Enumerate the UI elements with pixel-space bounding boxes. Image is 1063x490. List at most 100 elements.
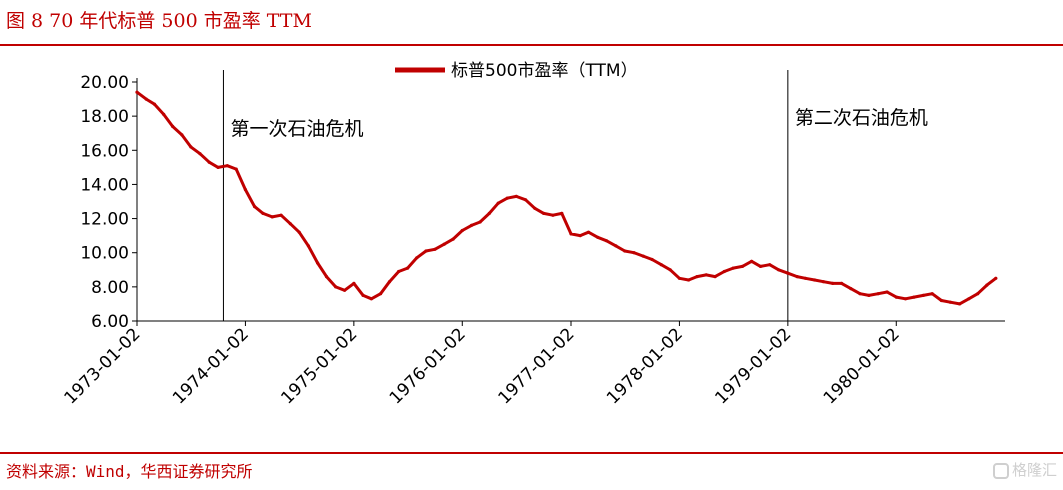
data-point — [578, 234, 582, 238]
data-point — [451, 237, 455, 241]
data-point — [750, 259, 754, 263]
data-point — [677, 276, 682, 280]
data-point — [713, 275, 717, 279]
data-point — [614, 244, 618, 248]
data-point — [478, 220, 482, 224]
data-point — [668, 268, 672, 272]
data-point — [171, 124, 175, 128]
data-point — [180, 133, 184, 137]
data-point — [876, 292, 880, 296]
data-point — [948, 300, 952, 304]
data-point — [605, 239, 609, 243]
y-tick-label: 12.00 — [80, 210, 129, 230]
y-tick-label: 16.00 — [80, 141, 129, 161]
data-point — [704, 273, 708, 277]
data-point — [225, 164, 229, 168]
data-point — [162, 112, 166, 116]
data-point — [397, 269, 401, 274]
source-rule — [0, 452, 1063, 454]
data-point — [189, 145, 193, 149]
data-point — [369, 297, 373, 301]
chart-legend: 标普500市盈率（TTM） — [395, 61, 638, 81]
data-point — [533, 206, 537, 210]
y-tick-label: 18.00 — [80, 107, 129, 127]
data-point — [415, 256, 419, 260]
data-point — [542, 211, 546, 215]
data-point — [253, 205, 257, 209]
data-point — [216, 165, 220, 169]
data-point — [803, 276, 808, 280]
data-point — [831, 281, 835, 285]
x-tick-label: 1979-01-02 — [711, 324, 795, 408]
data-point — [496, 201, 500, 205]
data-point — [460, 228, 464, 233]
data-point — [152, 102, 157, 106]
data-point — [740, 264, 745, 268]
x-tick-label: 1980-01-02 — [820, 324, 904, 408]
data-point — [316, 261, 320, 265]
data-point — [361, 293, 365, 297]
pe-line-chart: 20.0018.0016.0014.0012.0010.008.006.0019… — [61, 61, 1005, 408]
data-point — [379, 292, 383, 296]
data-point — [433, 247, 437, 251]
data-point — [135, 90, 139, 94]
x-tick-label: 1976-01-02 — [386, 324, 470, 408]
source-note: 资料来源：Wind，华西证券研究所 — [6, 462, 253, 481]
data-point — [885, 290, 889, 294]
data-point — [586, 230, 591, 234]
watermark-logo-icon — [992, 462, 1009, 479]
data-point — [297, 230, 301, 234]
y-tick-label: 8.00 — [91, 278, 129, 298]
data-point — [687, 278, 691, 282]
data-point — [849, 287, 853, 291]
data-point — [840, 281, 844, 285]
y-tick-label: 6.00 — [91, 312, 129, 332]
data-point — [279, 213, 283, 217]
data-point — [261, 211, 265, 215]
data-point — [985, 283, 989, 287]
data-point — [524, 198, 528, 202]
x-tick-label: 1977-01-02 — [495, 324, 579, 408]
data-point — [623, 249, 627, 253]
data-point — [912, 295, 916, 299]
data-point — [976, 292, 980, 296]
data-point — [207, 160, 211, 164]
data-point — [659, 263, 663, 267]
data-point — [569, 232, 573, 236]
title-rule — [0, 44, 1063, 46]
data-point — [858, 292, 862, 296]
data-point — [198, 152, 202, 156]
x-tick-label: 1973-01-02 — [61, 324, 145, 408]
data-point — [469, 223, 474, 227]
data-point — [722, 269, 726, 274]
data-point — [424, 249, 428, 253]
data-point — [768, 263, 772, 267]
data-point — [334, 285, 338, 289]
data-point — [406, 266, 410, 270]
data-point — [343, 288, 347, 292]
data-point — [352, 281, 356, 285]
data-point — [596, 235, 600, 239]
data-point — [867, 293, 871, 297]
data-point — [903, 297, 908, 301]
annotation-label: 第二次石油危机 — [795, 107, 928, 129]
data-point — [551, 213, 555, 217]
data-point — [650, 257, 654, 262]
watermark-text: 格隆汇 — [1011, 461, 1057, 479]
data-point — [243, 188, 247, 192]
data-point — [234, 167, 238, 171]
data-point — [795, 275, 799, 279]
data-point — [695, 275, 699, 279]
data-point — [813, 278, 817, 282]
y-tick-label: 10.00 — [80, 244, 129, 264]
data-point — [777, 268, 781, 272]
x-tick-label: 1978-01-02 — [603, 324, 687, 408]
data-point — [731, 266, 735, 270]
data-point — [821, 280, 826, 284]
data-point — [641, 254, 645, 258]
data-point — [487, 211, 491, 215]
data-point — [560, 211, 564, 215]
y-tick-label: 14.00 — [80, 175, 129, 195]
x-tick-label: 1974-01-02 — [169, 324, 253, 408]
y-tick-label: 20.00 — [80, 73, 129, 93]
